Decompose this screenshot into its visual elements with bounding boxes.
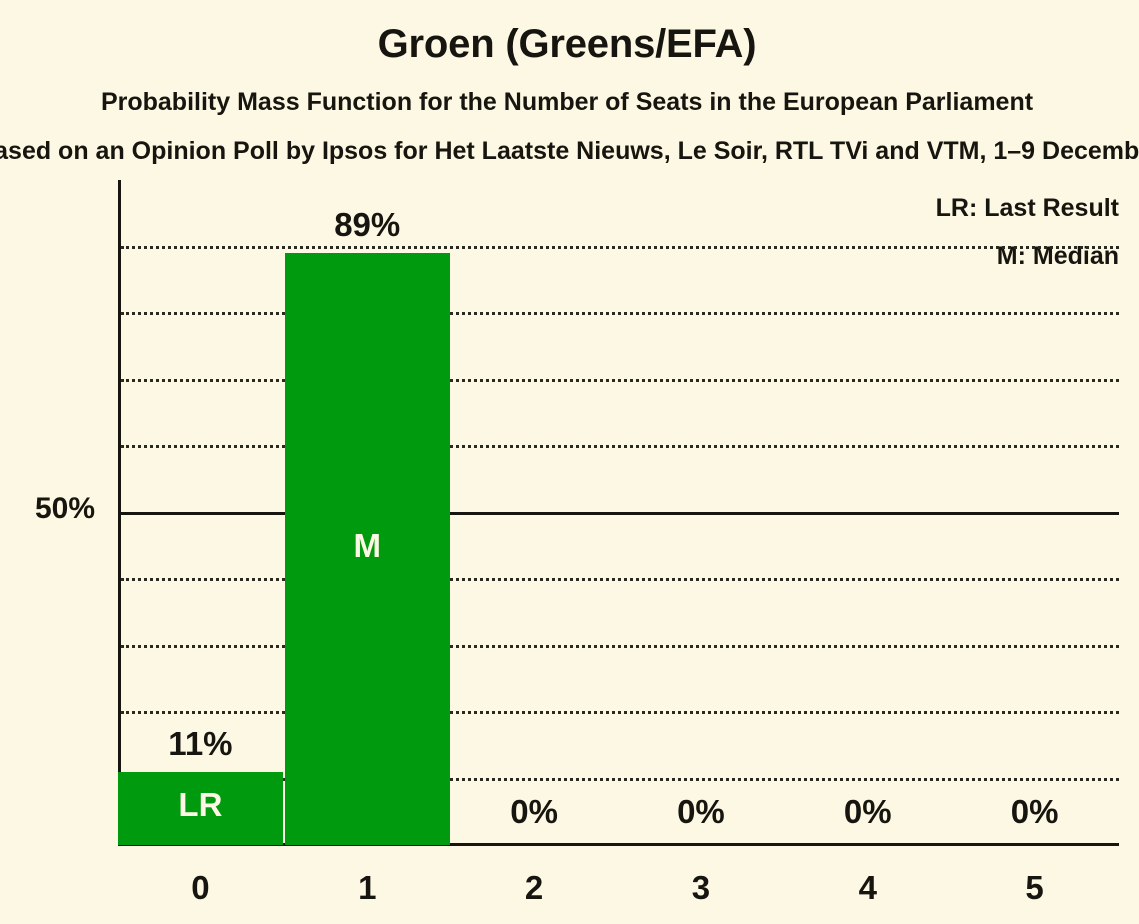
gridline-minor bbox=[121, 777, 1119, 781]
bar-seats-1[interactable]: M bbox=[284, 253, 450, 845]
gridline-minor bbox=[121, 578, 1119, 581]
x-axis-tick-label-3: 3 bbox=[691, 869, 711, 906]
plot-area: LR M bbox=[118, 180, 1119, 846]
chart-subtitle-source: Based on an Opinion Poll by Ipsos for He… bbox=[0, 137, 1139, 165]
chart-subtitle: Probability Mass Function for the Number… bbox=[100, 88, 1034, 116]
gridline-minor bbox=[121, 711, 1119, 714]
bar-value-label-seats-3: 0% bbox=[677, 793, 725, 830]
bar-value-label-seats-2: 0% bbox=[510, 793, 558, 830]
x-axis-tick-label-4: 4 bbox=[858, 869, 877, 906]
y-axis-line bbox=[118, 180, 121, 845]
y-axis-tick-label: 50% bbox=[34, 491, 95, 525]
bar-value-label-seats-4: 0% bbox=[843, 793, 892, 830]
x-axis-tick-label-5: 5 bbox=[1025, 869, 1044, 906]
bar-value-label-seats-0: 11% bbox=[168, 724, 233, 762]
gridline-minor bbox=[121, 245, 1119, 249]
gridline-minor bbox=[121, 378, 1119, 382]
gridline-major bbox=[121, 511, 1119, 515]
gridline-minor bbox=[121, 312, 1119, 315]
bar-value-label-seats-5: 0% bbox=[1010, 793, 1059, 830]
chart-title: Groen (Greens/EFA) bbox=[377, 22, 757, 66]
x-axis-tick-label-1: 1 bbox=[358, 869, 377, 906]
x-axis-tick-label-2: 2 bbox=[524, 869, 544, 906]
x-axis-tick-label-0: 0 bbox=[191, 869, 210, 906]
gridline-minor bbox=[121, 644, 1119, 648]
x-axis-line bbox=[118, 843, 1119, 846]
gridline-minor bbox=[121, 445, 1119, 448]
bar-value-label-seats-1: 89% bbox=[334, 206, 401, 244]
bar-marker-lr: LR bbox=[178, 786, 223, 824]
bar-marker-m: M bbox=[353, 527, 381, 565]
bar-seats-0[interactable]: LR bbox=[118, 771, 283, 845]
legend-item-last-result: LR: Last Result bbox=[935, 194, 1119, 222]
